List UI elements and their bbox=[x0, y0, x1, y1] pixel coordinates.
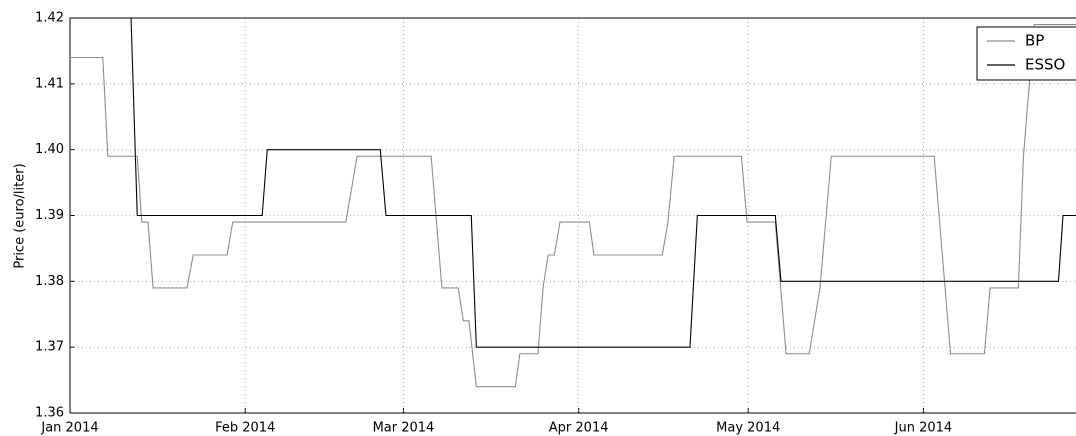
y-tick-label: 1.41 bbox=[35, 76, 64, 91]
legend-box bbox=[976, 26, 1076, 81]
x-tick-label: Feb 2014 bbox=[215, 421, 275, 436]
x-tick-label: Jan 2014 bbox=[40, 421, 98, 436]
plot-frame bbox=[69, 17, 1076, 414]
series-line bbox=[70, 24, 1076, 388]
x-tick-label: Jun 2014 bbox=[894, 421, 953, 436]
plot-lines bbox=[70, 17, 1076, 388]
x-tick-label: Mar 2014 bbox=[373, 421, 435, 436]
legend-label: BP bbox=[1025, 32, 1044, 50]
y-tick-label: 1.36 bbox=[35, 406, 64, 421]
x-tick-label: May 2014 bbox=[716, 421, 780, 436]
x-tick-label: Apr 2014 bbox=[549, 421, 609, 436]
y-axis-label: Price (euro/liter) bbox=[13, 163, 28, 268]
y-tick-label: 1.40 bbox=[35, 142, 64, 157]
y-tick-label: 1.37 bbox=[35, 340, 64, 355]
y-tick-label: 1.38 bbox=[35, 274, 64, 289]
y-tick-label: 1.42 bbox=[35, 11, 64, 26]
series-line bbox=[70, 17, 1076, 348]
y-tick-label: 1.39 bbox=[35, 208, 64, 223]
legend-label: ESSO bbox=[1025, 56, 1065, 74]
